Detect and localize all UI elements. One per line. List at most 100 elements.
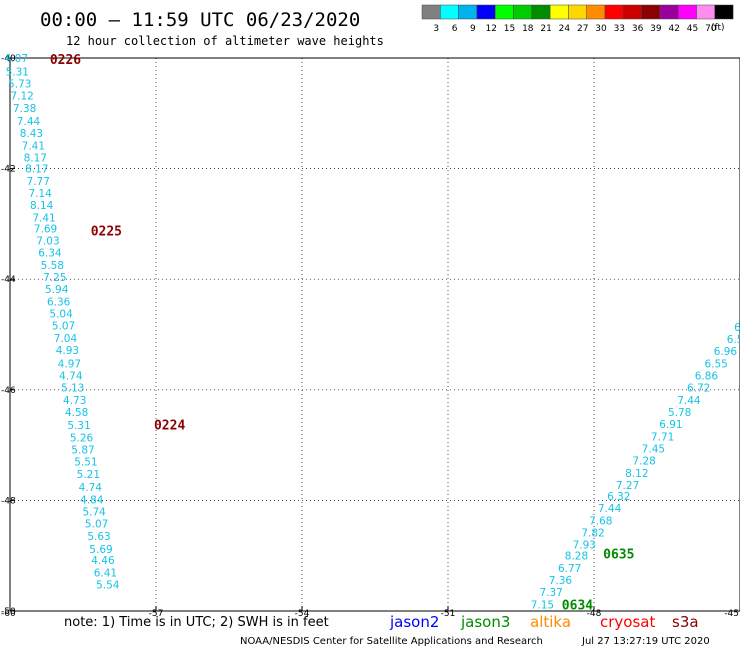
legend-label: 9 [470,24,476,34]
legend-swatch [604,4,624,20]
chart-title: 00:00 – 11:59 UTC 06/23/2020 [40,9,360,31]
swh-value-s3a: 4.74 [79,482,103,494]
swh-value-s3a: 7.77 [27,176,50,188]
swh-value-jason3: 8.12 [625,468,648,480]
swh-value-s3a: 5.69 [89,544,112,556]
swh-value-s3a: 6.34 [38,248,62,260]
color-legend: 3 6 9 12 15 18 21 24 27 30 33 36 39 42 45 70 [421,4,734,34]
chart-subtitle: 12 hour collection of altimeter wave hei… [66,34,384,48]
swh-value-s3a: 4.07 [5,53,28,65]
swh-value-jason3: 7.15 [531,599,554,611]
note-text: note: 1) Time is in UTC; 2) SWH is in fe… [64,615,329,630]
swh-value-jason3: 7.28 [632,456,655,468]
swh-value-s3a: 7.12 [10,91,33,103]
legend-swatch [494,4,514,20]
legend-label: 12 [485,24,496,34]
swh-value-jason3: 6.32 [607,491,630,503]
swh-value-jason3: 7.37 [539,587,562,599]
plot-frame [9,57,740,612]
swh-value-s3a: 4.84 [80,494,104,506]
swh-value-s3a: 8.17 [25,164,48,176]
satellite-s3a: s3a [672,613,699,631]
swh-value-s3a: 7.69 [34,223,57,235]
legend-swatch [586,4,606,20]
swh-value-jason3: 6.55 [704,358,727,370]
legend-label: 33 [614,24,625,34]
swh-value-s3a: 4.74 [59,370,83,382]
legend-swatch [440,4,459,20]
y-tick-label: -48 [1,496,16,506]
pass-time-label: 0225 [91,225,122,240]
swh-value-jason3: 7.44 [598,503,622,515]
legend-label: 21 [540,24,551,34]
legend-swatch [458,4,478,20]
legend-label: 24 [559,24,571,34]
swh-value-s3a: 8.17 [24,153,47,165]
generated-timestamp: Jul 27 13:27:19 UTC 2020 [581,636,710,647]
swh-value-s3a: 6.41 [94,567,117,579]
x-tick-label: -57 [149,609,164,619]
swh-value-s3a: 5.07 [52,321,75,333]
satellite-cryosat: cryosat [600,613,655,631]
legend-label: 30 [595,24,607,34]
swh-value-jason3: 7.45 [642,443,665,455]
legend-unit: (ft) [711,23,725,33]
legend-label: 70 [705,24,717,34]
swh-value-s3a: 7.41 [32,212,55,224]
swh-value-s3a: 5.58 [41,260,64,272]
swh-value-jason3: 6.0 [734,322,740,334]
swh-value-s3a: 5.04 [49,308,73,320]
legend-label: 45 [687,24,698,34]
swh-value-s3a: 5.31 [6,66,29,78]
swh-value-jason3: 6.91 [659,419,682,431]
swh-value-s3a: 5.74 [82,506,106,518]
credit-text: NOAA/NESDIS Center for Satellite Applica… [240,636,543,647]
legend-label: 15 [504,24,515,34]
legend-swatch [714,4,734,20]
swh-value-jason3: 7.93 [573,540,596,552]
pass-time-label: 0226 [50,53,81,68]
swh-value-s3a: 5.51 [74,457,97,469]
legend-swatch [476,4,496,20]
legend-swatch [623,4,642,20]
swh-value-s3a: 7.04 [54,333,78,345]
y-tick-label: -40 [1,54,16,64]
y-tick-label: -42 [1,165,16,175]
swh-value-s3a: 6.36 [47,296,71,308]
swh-value-s3a: 4.58 [65,407,88,419]
swh-value-s3a: 4.73 [63,395,86,407]
x-tick-label: -60 [1,609,16,619]
legend-swatch [531,4,551,20]
swh-value-s3a: 5.31 [67,420,90,432]
swh-value-s3a: 7.03 [36,235,59,247]
legend-label: 42 [668,24,679,34]
legend-swatch [549,4,569,20]
swh-value-jason3: 7.68 [589,515,612,527]
swh-value-jason3: 7.36 [549,575,573,587]
swh-value-s3a: 7.14 [28,188,52,200]
swh-value-jason3: 6.5 [727,334,740,346]
legend-label: 27 [577,24,588,34]
swh-value-s3a: 7.44 [17,116,41,128]
pass-time-label: 0634 [562,598,593,613]
satellite-jason3: jason3 [460,613,510,631]
y-axis-ticks: -40 -42 -44 -46 -48 -50 [1,54,16,617]
y-tick-label: -44 [1,275,16,285]
swh-value-jason3: 6.86 [695,370,719,382]
legend-swatch [513,4,533,20]
x-tick-label: -45 [724,609,739,619]
legend-swatch [677,4,697,20]
swh-value-s3a: 5.94 [45,284,69,296]
swh-value-s3a: 5.21 [77,469,100,481]
x-tick-label: -54 [295,609,310,619]
grid [10,58,740,611]
swh-value-jason3: 7.71 [651,431,674,443]
legend-swatch [659,4,679,20]
pass-time-label: 0635 [603,547,634,562]
y-tick-label: -50 [1,607,16,617]
swh-value-s3a: 4.97 [58,358,81,370]
swh-value-s3a: 5.87 [71,445,94,457]
swh-value-s3a: 5.26 [70,432,94,444]
swh-value-jason3: 8.28 [565,551,588,563]
